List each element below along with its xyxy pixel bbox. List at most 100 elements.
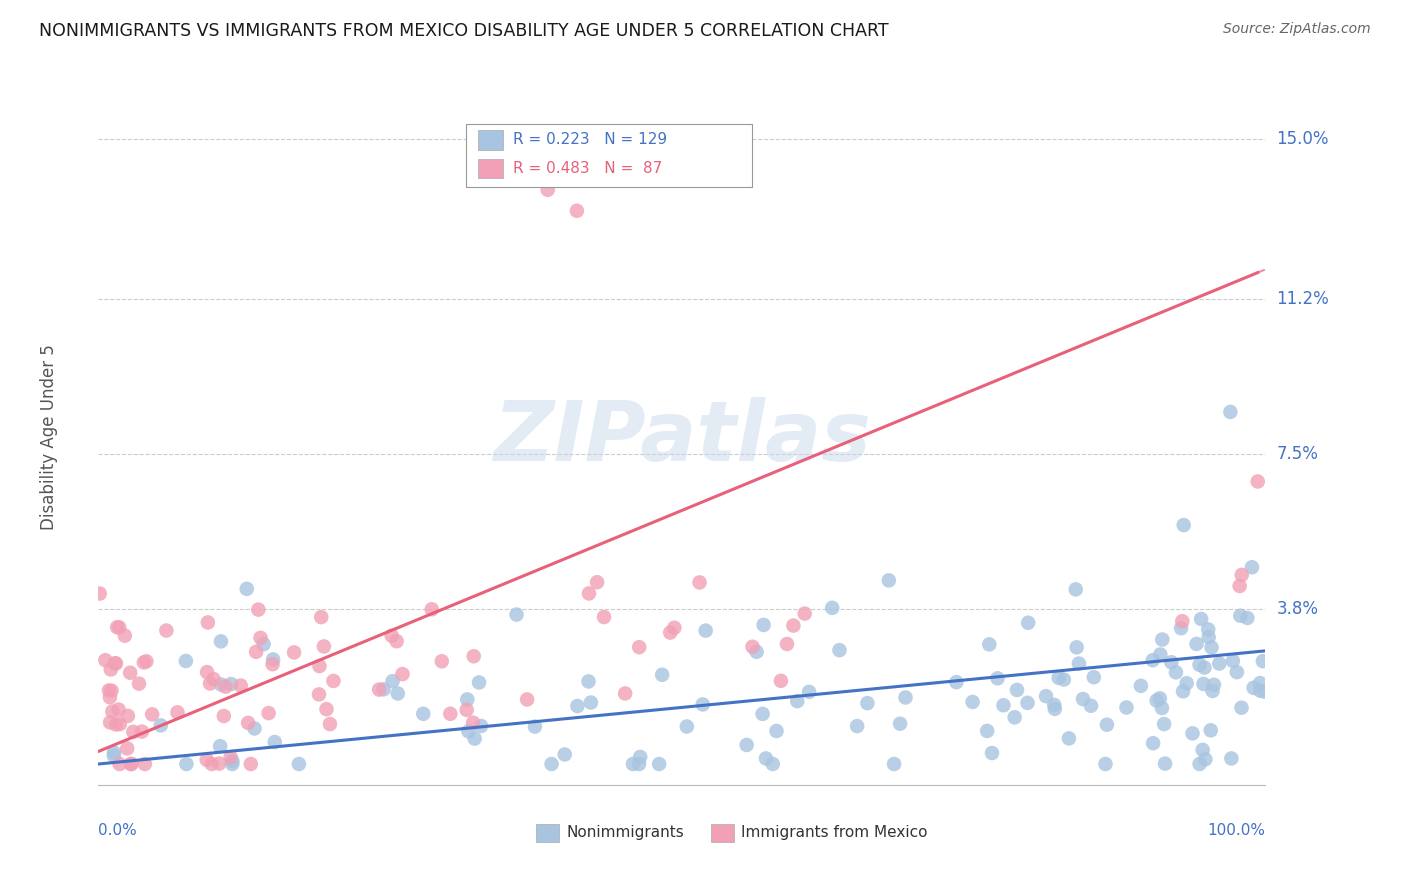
Point [1160, 655, 1182, 669]
Point [238, 715, 260, 730]
Point [1017, 696, 1039, 710]
Point [229, 679, 252, 693]
Text: NONIMMIGRANTS VS IMMIGRANTS FROM MEXICO DISABILITY AGE UNDER 5 CORRELATION CHART: NONIMMIGRANTS VS IMMIGRANTS FROM MEXICO … [39, 22, 889, 40]
Point [797, 685, 820, 699]
Point [117, 709, 139, 723]
Point [1230, 700, 1253, 714]
Point [537, 183, 560, 197]
Point [198, 676, 221, 690]
Point [245, 645, 267, 659]
Point [1005, 682, 1028, 697]
Point [288, 757, 311, 772]
Point [308, 659, 330, 673]
Point [461, 715, 484, 730]
Point [315, 702, 337, 716]
Point [752, 618, 775, 632]
Point [212, 709, 235, 723]
Point [128, 676, 150, 690]
Point [201, 757, 224, 772]
Point [322, 673, 344, 688]
Point [89, 586, 111, 600]
Point [1185, 637, 1208, 651]
Point [1095, 717, 1118, 731]
Point [1067, 657, 1090, 671]
Point [755, 751, 778, 765]
Point [1043, 702, 1066, 716]
Point [1254, 684, 1277, 698]
Point [793, 607, 815, 621]
Point [1194, 752, 1216, 766]
Point [1164, 665, 1187, 680]
Point [692, 698, 714, 712]
Point [197, 615, 219, 630]
Point [104, 717, 127, 731]
Point [1152, 632, 1174, 647]
Point [1249, 683, 1271, 698]
Point [689, 575, 711, 590]
Point [457, 724, 479, 739]
Point [120, 665, 142, 680]
Point [1142, 736, 1164, 750]
Point [1198, 630, 1220, 644]
Point [221, 754, 243, 768]
Point [586, 575, 609, 590]
Text: ZIPatlas: ZIPatlas [494, 397, 870, 477]
Point [1171, 614, 1194, 628]
Point [463, 649, 485, 664]
Point [695, 624, 717, 638]
Point [765, 723, 787, 738]
Point [741, 640, 763, 654]
Point [735, 738, 758, 752]
Point [1202, 678, 1225, 692]
Point [1243, 681, 1265, 695]
Point [135, 654, 157, 668]
Point [1236, 611, 1258, 625]
Point [98, 690, 121, 705]
Point [1191, 743, 1213, 757]
Point [578, 674, 600, 689]
Point [319, 717, 342, 731]
Point [1188, 657, 1211, 672]
Point [1188, 757, 1211, 772]
Point [1146, 693, 1168, 707]
Text: 100.0%: 100.0% [1208, 823, 1265, 838]
Point [134, 757, 156, 772]
Text: 15.0%: 15.0% [1277, 130, 1329, 148]
Point [1153, 717, 1175, 731]
Point [120, 757, 142, 772]
Point [1080, 698, 1102, 713]
Point [1189, 612, 1212, 626]
Point [889, 716, 911, 731]
Point [1229, 608, 1251, 623]
Point [195, 665, 218, 679]
Text: 11.2%: 11.2% [1277, 290, 1329, 308]
Point [523, 720, 546, 734]
Text: R = 0.483   N =  87: R = 0.483 N = 87 [513, 161, 662, 176]
Point [456, 692, 478, 706]
Point [368, 682, 391, 697]
Point [107, 703, 129, 717]
Point [420, 602, 443, 616]
Point [621, 757, 644, 772]
Point [856, 696, 879, 710]
Point [247, 602, 270, 616]
Point [100, 663, 122, 677]
Point [387, 686, 409, 700]
Point [1150, 701, 1173, 715]
Point [103, 748, 125, 763]
Point [1192, 677, 1215, 691]
Point [221, 757, 243, 772]
Point [976, 723, 998, 738]
Text: Immigrants from Mexico: Immigrants from Mexico [741, 825, 928, 840]
Point [648, 757, 671, 772]
Point [962, 695, 984, 709]
Point [381, 674, 404, 689]
Point [1199, 723, 1222, 738]
Point [131, 724, 153, 739]
Point [1149, 691, 1171, 706]
Point [828, 643, 851, 657]
Text: 7.5%: 7.5% [1277, 445, 1319, 463]
Point [104, 657, 127, 671]
Point [309, 610, 332, 624]
Point [121, 757, 143, 772]
